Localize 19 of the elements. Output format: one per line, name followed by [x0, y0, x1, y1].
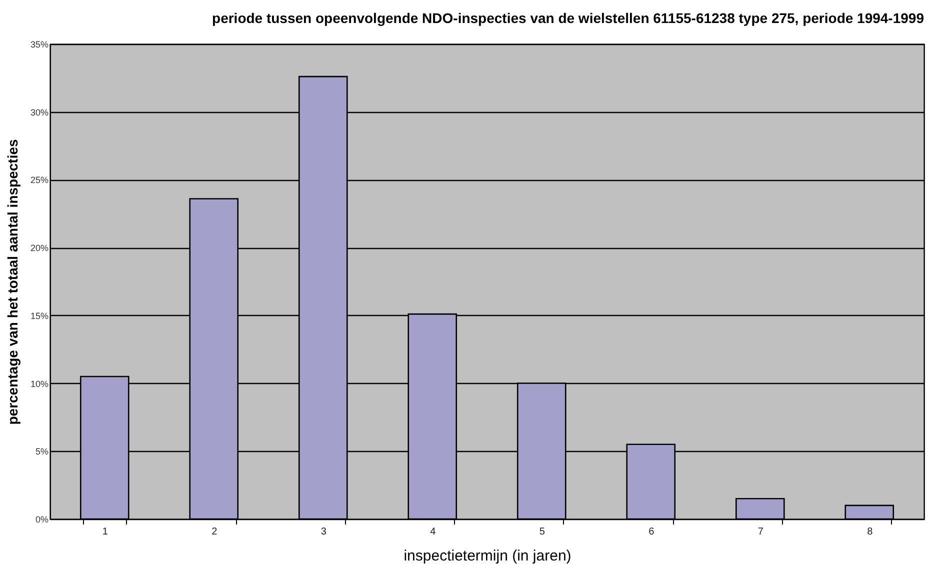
y-tick-label: 20% [30, 243, 48, 254]
y-tick-label: 0% [35, 514, 48, 524]
x-tick-label: 6 [648, 526, 655, 538]
y-tick-label: 30% [30, 107, 48, 118]
y-tick-label: 5% [35, 446, 48, 457]
x-tick-label: 3 [320, 526, 327, 538]
y-tick-label: 10% [30, 378, 48, 389]
x-tick-label: 2 [212, 526, 218, 538]
chart-title: periode tussen opeenvolgende NDO-inspecties van de wielstellen 61155-61238 type 275, periode 1994-1999 [212, 10, 924, 26]
x-tick-label: 1 [102, 526, 108, 538]
x-tick-label: 7 [758, 526, 764, 538]
x-tick-label: 4 [430, 526, 436, 538]
x-tick-label: 8 [867, 526, 874, 538]
x-axis-title: inspectietermijn (in jaren) [404, 548, 572, 564]
y-axis-title: percentage van het totaal aantal inspecties [4, 139, 20, 425]
y-tick-label: 15% [30, 310, 48, 321]
y-tick-label: 35% [30, 40, 48, 50]
x-tick-label: 5 [539, 526, 546, 538]
y-tick-label: 25% [30, 175, 48, 186]
